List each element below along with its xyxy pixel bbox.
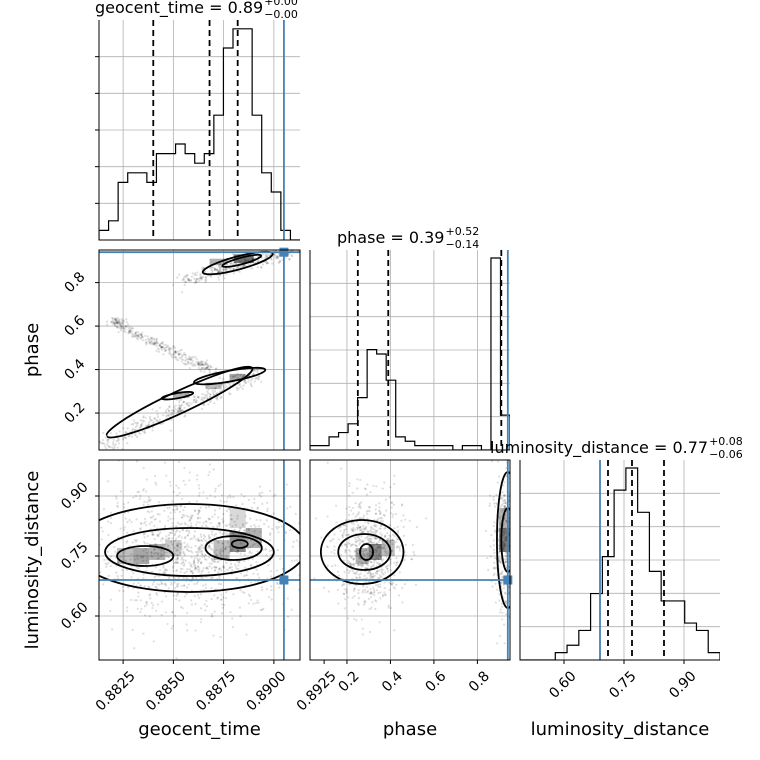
grid-phase-phase: [310, 250, 510, 450]
histogram-luminosity_distance: [520, 467, 720, 660]
axes-frame-phase: [309, 250, 510, 451]
grid-luminosity_distance-luminosity_distance: [520, 460, 720, 660]
contour-dist-phase-2: [337, 533, 392, 571]
yaxis-label-luminosity_distance: luminosity_distance: [22, 471, 43, 650]
title-sup-luminosity_distance: +0.08: [709, 435, 743, 448]
xtick-label-luminosity_distance-0: 0.60: [546, 668, 579, 701]
grid-luminosity_distance-geocent_time: [99, 460, 300, 660]
contour-phase-geocent-3: [160, 390, 195, 401]
truth-point-luminosity_distance-geocent_time: [279, 575, 289, 585]
grid-geocent_time-geocent_time: [99, 20, 300, 240]
ytick-label-luminosity_distance-0: 0.60: [58, 599, 91, 632]
truth-point-phase-geocent_time: [279, 247, 289, 257]
title-sub-phase: −0.14: [445, 238, 479, 251]
histogram-phase: [310, 257, 510, 450]
axes-frame-luminosity_distance-geocent_time: [98, 459, 301, 661]
title-phase: phase = 0.39: [337, 228, 444, 247]
contour-dist-phase-3: [359, 543, 374, 561]
xtick-label-geocent_time-0: 0.8825: [93, 668, 139, 714]
title-geocent_time: geocent_time = 0.89: [95, 0, 263, 18]
title-luminosity_distance: luminosity_distance = 0.77: [490, 438, 708, 458]
title-sup-geocent_time: +0.00: [264, 0, 298, 8]
xtick-label-luminosity_distance-2: 0.90: [666, 668, 699, 701]
xaxis-label-luminosity_distance: luminosity_distance: [531, 719, 710, 740]
yaxis-label-phase: phase: [22, 323, 43, 377]
ytick-label-phase-2: 0.6: [61, 312, 88, 339]
xtick-label-geocent_time-2: 0.8875: [193, 668, 239, 714]
density-layer: [99, 250, 510, 660]
contour-dist-geocent-1: [99, 503, 300, 593]
histogram-geocent_time: [99, 28, 300, 240]
text-layer: 0.8825 0.8850 0.8875 0.8900 0.8925 geocent_ti…: [22, 0, 743, 740]
axes-frame-luminosity_distance: [519, 460, 720, 661]
samples-luminosity_distance-phase: [313, 460, 510, 645]
xaxis-label-phase: phase: [383, 719, 437, 740]
grid-luminosity_distance-phase: [310, 460, 510, 660]
title-sub-geocent_time: −0.00: [264, 8, 298, 21]
grid-phase-geocent_time: [99, 250, 300, 450]
xtick-label-luminosity_distance-1: 0.75: [606, 668, 639, 701]
ytick-label-phase-0: 0.2: [61, 400, 88, 427]
truth-point-luminosity_distance-phase: [503, 575, 513, 585]
contour-dist-geocent-2: [104, 527, 275, 577]
ytick-label-phase-1: 0.4: [61, 356, 88, 383]
xtick-label-phase-2: 0.6: [422, 668, 449, 695]
grid-layer: [99, 20, 720, 660]
axes-frame-luminosity_distance-phase: [309, 459, 511, 661]
ytick-label-luminosity_distance-2: 0.90: [58, 479, 91, 512]
title-sup-phase: +0.52: [445, 225, 479, 238]
xtick-label-phase-0: 0.2: [336, 668, 363, 695]
xtick-label-phase-3: 0.8: [466, 668, 493, 695]
contour-dist-geocent-5: [230, 539, 249, 549]
xtick-label-geocent_time-1: 0.8850: [143, 668, 189, 714]
axes-frame-phase-geocent_time: [98, 249, 301, 451]
xtick-label-geocent_time-3: 0.8900: [244, 668, 290, 714]
xtick-label-phase-1: 0.4: [379, 668, 406, 695]
contour-phase-geocent-4: [201, 250, 274, 276]
xtick-label-geocent_time-4: 0.8925: [294, 668, 340, 714]
contour-dist-geocent-4: [204, 535, 263, 561]
title-sub-luminosity_distance: −0.06: [709, 448, 743, 461]
contour-phase-geocent-5: [221, 253, 263, 268]
contour-dist-geocent-3: [116, 545, 175, 567]
contour-dist-phase-1: [319, 519, 405, 585]
samples-phase-geocent_time: [99, 250, 300, 450]
ytick-label-luminosity_distance-1: 0.75: [58, 539, 91, 572]
ytick-label-phase-3: 0.8: [61, 269, 88, 296]
marks-layer: [95, 20, 720, 664]
contour-phase-geocent-2: [193, 366, 267, 386]
xaxis-label-geocent_time: geocent_time: [138, 719, 261, 740]
